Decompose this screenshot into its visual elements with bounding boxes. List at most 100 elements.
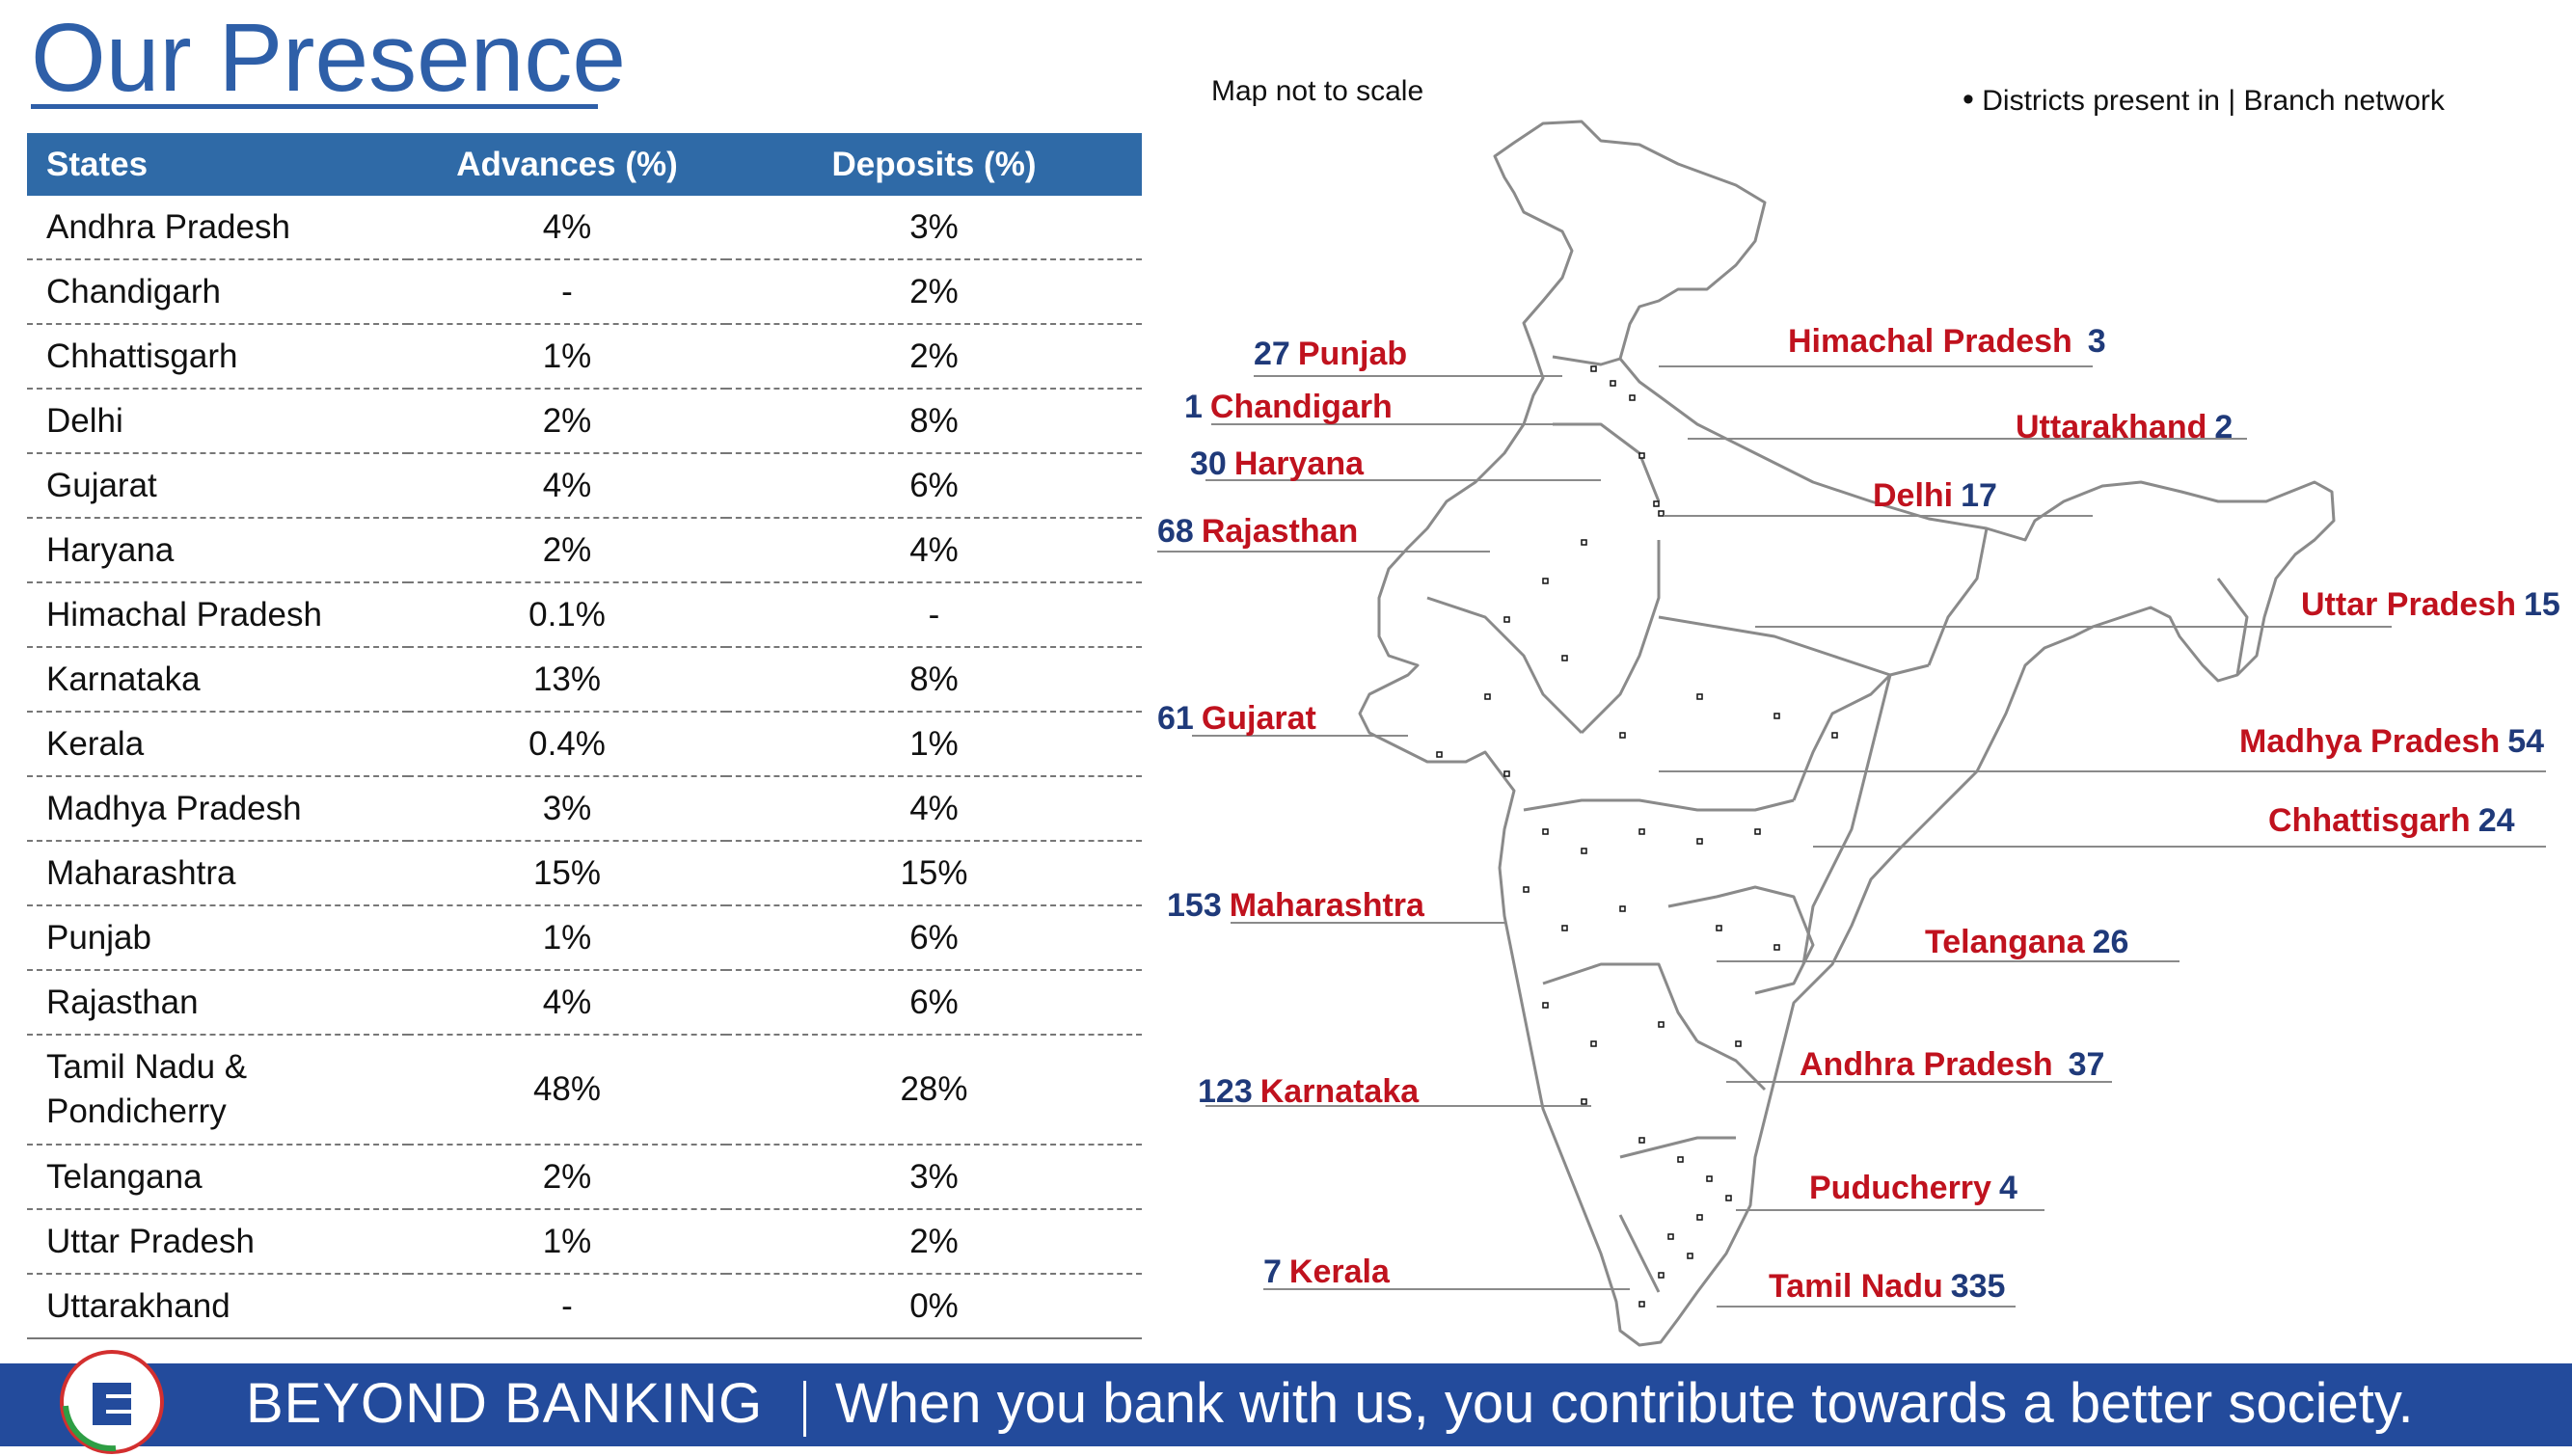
branch-marker bbox=[1735, 1040, 1742, 1047]
branch-marker bbox=[1542, 828, 1549, 835]
branch-marker bbox=[1773, 944, 1780, 951]
state-name: Uttar Pradesh bbox=[27, 1209, 408, 1275]
branch-marker bbox=[1658, 510, 1665, 517]
table-row: Chhattisgarh 1% 2% bbox=[27, 324, 1142, 390]
deposits-value: - bbox=[726, 582, 1142, 648]
deposits-value: 3% bbox=[726, 196, 1142, 260]
advances-value: 1% bbox=[408, 1209, 726, 1275]
table-row: Karnataka 13% 8% bbox=[27, 647, 1142, 713]
state-border-rajasthan-gujarat bbox=[1426, 596, 1584, 735]
deposits-value: 8% bbox=[726, 389, 1142, 454]
state-border-kerala bbox=[1618, 1214, 1661, 1293]
state-name: Himachal Pradesh bbox=[27, 582, 408, 648]
state-name: Punjab bbox=[27, 905, 408, 971]
label-telangana: Telangana 26 bbox=[1925, 924, 2128, 960]
table-row: Chandigarh -2% bbox=[27, 259, 1142, 325]
map-scale-note: Map not to scale bbox=[1211, 75, 1424, 107]
page-title: Our Presence bbox=[31, 4, 626, 112]
advances-value: - bbox=[408, 259, 726, 325]
branch-marker bbox=[1658, 1021, 1665, 1028]
state-name: Karnataka bbox=[27, 647, 408, 713]
branch-marker bbox=[1619, 732, 1626, 739]
branch-marker bbox=[1503, 770, 1510, 777]
table-row: Delhi 2% 8% bbox=[27, 389, 1142, 454]
deposits-value: 0% bbox=[726, 1274, 1142, 1339]
label-gujarat: 61 Gujarat bbox=[1157, 700, 1316, 737]
label-puducherry: Puducherry 4 bbox=[1809, 1170, 2017, 1206]
advances-value: 0.1% bbox=[408, 582, 726, 648]
bullet-icon: • bbox=[1963, 81, 1974, 118]
branch-marker bbox=[1542, 1002, 1549, 1009]
advances-value: 2% bbox=[408, 518, 726, 583]
state-border-mp-maharashtra bbox=[1523, 798, 1795, 812]
label-himachal-pradesh: Himachal Pradesh 3 bbox=[1788, 323, 2106, 360]
map-legend-text: Districts present in | Branch network bbox=[1982, 85, 2445, 117]
deposits-value: 4% bbox=[726, 518, 1142, 583]
branch-marker bbox=[1696, 838, 1703, 845]
advances-value: 4% bbox=[408, 196, 726, 260]
branch-marker bbox=[1687, 1253, 1693, 1259]
state-name: Maharashtra bbox=[27, 841, 408, 906]
branch-marker bbox=[1653, 500, 1660, 507]
advances-value: 48% bbox=[408, 1035, 726, 1146]
branch-marker bbox=[1590, 1040, 1597, 1047]
state-name: Andhra Pradesh bbox=[27, 196, 408, 260]
india-map: 27 Punjab 1 Chandigarh 30 Haryana 68 Rajasth… bbox=[1157, 120, 2560, 1347]
footer-banner bbox=[0, 1363, 2572, 1446]
state-name: Chandigarh bbox=[27, 259, 408, 325]
state-border-haryana bbox=[1553, 422, 1661, 502]
bank-logo-icon bbox=[60, 1350, 164, 1454]
label-karnataka: 123 Karnataka bbox=[1198, 1073, 1420, 1110]
advances-value: 4% bbox=[408, 453, 726, 519]
branch-marker bbox=[1581, 1098, 1587, 1105]
map-legend: • Districts present in | Branch network bbox=[1963, 81, 2445, 119]
branch-marker bbox=[1523, 886, 1530, 893]
label-kerala: 7 Kerala bbox=[1263, 1254, 1391, 1290]
state-border-karnataka-tn bbox=[1619, 1136, 1736, 1159]
table-header-row: States Advances (%) Deposits (%) bbox=[27, 133, 1142, 196]
label-punjab: 27 Punjab bbox=[1254, 336, 1407, 372]
footer-separator bbox=[803, 1381, 806, 1437]
footer-brand: BEYOND BANKING bbox=[246, 1372, 764, 1435]
deposits-value: 2% bbox=[726, 259, 1142, 325]
label-chandigarh: 1 Chandigarh bbox=[1184, 389, 1393, 425]
deposits-value: 6% bbox=[726, 905, 1142, 971]
branch-marker bbox=[1590, 365, 1597, 372]
deposits-value: 2% bbox=[726, 324, 1142, 390]
state-name: Haryana bbox=[27, 518, 408, 583]
advances-value: 1% bbox=[408, 905, 726, 971]
advances-value: 1% bbox=[408, 324, 726, 390]
advances-value: 0.4% bbox=[408, 712, 726, 777]
state-name: Tamil Nadu & Pondicherry bbox=[27, 1035, 408, 1146]
advances-value: 4% bbox=[408, 970, 726, 1036]
state-border-telangana bbox=[1667, 885, 1815, 995]
state-name: Chhattisgarh bbox=[27, 324, 408, 390]
label-madhya-pradesh: Madhya Pradesh 54 bbox=[2239, 723, 2544, 760]
state-border-punjab bbox=[1552, 355, 1621, 366]
label-leader-lines bbox=[1157, 365, 2546, 1308]
branch-marker bbox=[1503, 616, 1510, 623]
deposits-value: 3% bbox=[726, 1145, 1142, 1210]
state-name: Gujarat bbox=[27, 453, 408, 519]
branch-marker bbox=[1831, 732, 1838, 739]
state-name: Kerala bbox=[27, 712, 408, 777]
label-rajasthan: 68 Rajasthan bbox=[1157, 513, 1358, 550]
branch-markers bbox=[1436, 365, 1838, 1308]
branch-marker bbox=[1638, 1137, 1645, 1144]
branch-marker bbox=[1638, 452, 1645, 459]
state-border-rajasthan-mp bbox=[1580, 540, 1661, 735]
branch-marker bbox=[1484, 693, 1491, 700]
map-outline bbox=[1358, 120, 2336, 1347]
deposits-value: 1% bbox=[726, 712, 1142, 777]
title-underline bbox=[31, 104, 598, 109]
deposits-value: 8% bbox=[726, 647, 1142, 713]
india-outline bbox=[1358, 120, 2336, 1347]
branch-marker bbox=[1581, 848, 1587, 854]
branch-marker bbox=[1561, 925, 1568, 931]
branch-marker bbox=[1629, 394, 1636, 401]
header-states: States bbox=[27, 133, 408, 196]
branch-marker bbox=[1773, 713, 1780, 719]
label-tamil-nadu: Tamil Nadu 335 bbox=[1769, 1268, 2005, 1305]
table-row: Maharashtra 15% 15% bbox=[27, 841, 1142, 906]
label-chhattisgarh: Chhattisgarh 24 bbox=[2268, 802, 2515, 839]
